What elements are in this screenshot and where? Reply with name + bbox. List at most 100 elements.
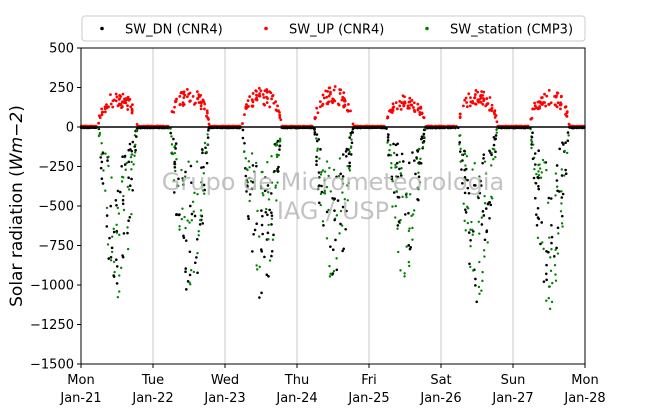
y-label-close: )	[7, 105, 27, 112]
sw-station-point	[551, 281, 554, 285]
sw-dn-point	[555, 164, 559, 167]
sw-dn-point	[107, 257, 111, 260]
sw-dn-point	[246, 185, 249, 188]
sw-dn-point	[122, 232, 126, 235]
sw-up-point	[105, 106, 109, 110]
sw-dn-point	[190, 212, 194, 216]
sw-up-point	[194, 101, 197, 105]
sw-up-point	[120, 105, 124, 108]
sw-up-point	[117, 97, 121, 101]
sw-up-point	[495, 120, 499, 124]
sw-up-point	[255, 93, 258, 97]
sw-dn-point	[115, 282, 119, 285]
legend-marker	[425, 26, 429, 31]
sw-dn-point	[196, 271, 199, 275]
sw-dn-point	[566, 139, 570, 143]
sw-station-point	[550, 300, 554, 304]
sw-dn-point	[201, 222, 205, 225]
sw-station-point	[245, 167, 248, 171]
sw-up-point	[342, 91, 346, 95]
sw-station-point	[193, 191, 196, 195]
sw-dn-point	[114, 198, 118, 202]
sw-up-point	[322, 96, 326, 100]
sw-up-point	[476, 90, 480, 94]
sw-station-point	[316, 149, 319, 152]
sw-station-point	[470, 220, 473, 224]
sw-dn-point	[207, 129, 210, 132]
sw-station-point	[471, 228, 474, 232]
sw-dn-point	[537, 187, 541, 191]
sw-dn-point	[188, 273, 192, 277]
sw-dn-point	[419, 137, 423, 141]
sw-station-point	[265, 207, 268, 211]
sw-up-point	[100, 107, 104, 111]
sw-station-point	[178, 225, 181, 228]
sw-station-point	[323, 189, 327, 193]
sw-station-point	[463, 152, 467, 156]
sw-up-point	[200, 101, 203, 105]
sw-station-point	[464, 164, 467, 167]
sw-dn-point	[248, 193, 252, 196]
sw-dn-point	[534, 181, 538, 185]
sw-up-point	[241, 122, 244, 125]
sw-station-point	[481, 270, 484, 274]
sw-dn-point	[172, 137, 175, 141]
sw-station-point	[561, 225, 564, 228]
sw-dn-point	[349, 153, 353, 156]
sw-dn-point	[542, 280, 546, 283]
sw-dn-point	[464, 208, 467, 211]
sw-dn-point	[130, 149, 134, 153]
sw-dn-point	[200, 148, 204, 151]
sw-up-point	[480, 90, 484, 93]
sw-station-point	[347, 181, 350, 185]
sw-station-point	[417, 147, 421, 151]
sw-up-point	[170, 110, 174, 114]
sw-dn-point	[106, 159, 109, 162]
sw-dn-point	[482, 214, 486, 217]
sw-dn-point	[537, 185, 540, 188]
sw-dn-point	[472, 183, 476, 187]
sw-station-point	[268, 259, 272, 262]
sw-station-point	[346, 184, 349, 187]
sw-dn-point	[189, 164, 193, 168]
sw-dn-point	[315, 159, 318, 163]
sw-station-point	[180, 217, 184, 221]
sw-station-point	[412, 209, 416, 212]
sw-dn-point	[458, 150, 462, 153]
sw-up-point	[565, 115, 569, 118]
sw-dn-point	[315, 163, 318, 167]
sw-up-point	[342, 99, 346, 103]
sw-dn-point	[418, 161, 421, 164]
sw-dn-point	[334, 238, 337, 242]
sw-dn-point	[532, 176, 536, 180]
sw-dn-point	[184, 170, 187, 174]
sw-dn-point	[123, 154, 127, 158]
sw-up-point	[468, 104, 472, 108]
sw-dn-point	[320, 184, 323, 188]
sw-station-point	[271, 238, 275, 241]
sw-station-point	[417, 171, 420, 174]
sw-dn-point	[531, 157, 535, 161]
sw-station-point	[478, 260, 481, 264]
sw-up-point	[482, 99, 486, 103]
sw-dn-point	[463, 176, 467, 179]
sw-station-point	[460, 153, 464, 156]
sw-dn-point	[276, 139, 280, 143]
sw-station-point	[554, 279, 558, 282]
sw-station-point	[328, 275, 332, 278]
sw-station-point	[199, 209, 203, 212]
sw-station-point	[538, 163, 541, 166]
sw-station-point	[321, 169, 325, 172]
sw-up-point	[316, 111, 320, 115]
sw-dn-point	[545, 263, 548, 267]
sw-dn-point	[539, 242, 542, 246]
sw-station-point	[189, 269, 193, 272]
sw-up-point	[321, 102, 325, 106]
sw-station-point	[550, 248, 553, 251]
sw-station-point	[480, 216, 484, 219]
sw-dn-point	[347, 152, 351, 156]
sw-up-point	[465, 105, 469, 109]
sw-up-point	[490, 106, 494, 110]
sw-station-point	[421, 145, 425, 149]
sw-up-point	[458, 112, 462, 116]
